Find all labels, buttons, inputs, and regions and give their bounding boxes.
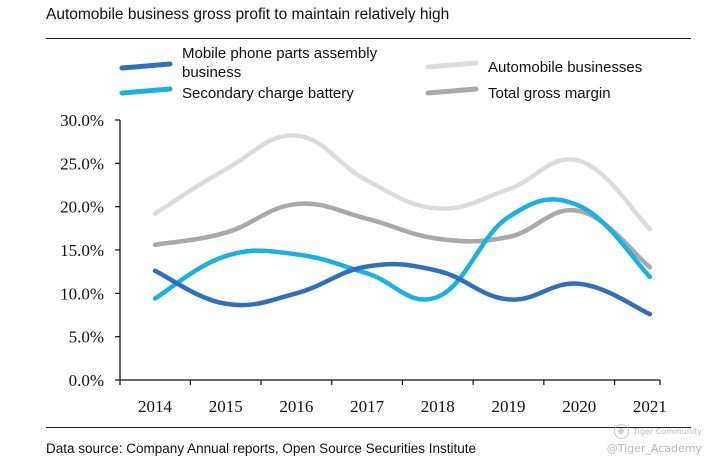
- tiger-logo-icon: [614, 424, 629, 439]
- legend-swatch-total-gross-margin: [425, 86, 479, 96]
- legend: Mobile phone parts assembly business Secon…: [119, 45, 642, 102]
- series-line-automobile-businesses: [152, 133, 653, 232]
- x-tick-label: 2019: [492, 397, 526, 416]
- x-tick-label: 2015: [209, 397, 243, 416]
- legend-label-automobile-businesses: Automobile businesses: [488, 59, 642, 76]
- x-tick-label: 2018: [421, 397, 455, 416]
- watermark-handle: @Tiger_Academy: [606, 442, 702, 455]
- legend-swatch-automobile-businesses: [425, 60, 479, 70]
- legend-label-mobile-phone-parts-assembly-business: business: [182, 64, 241, 81]
- x-tick-label: 2014: [138, 397, 173, 416]
- footer-divider: [46, 427, 691, 428]
- chart-title: Automobile business gross profit to main…: [46, 6, 450, 23]
- legend-label-secondary-charge-battery: Secondary charge battery: [182, 85, 354, 102]
- legend-swatch-secondary-charge-battery: [119, 86, 173, 96]
- watermark: Tiger Community @Tiger_Academy: [607, 424, 702, 455]
- x-tick-label: 2016: [279, 397, 313, 416]
- series-line-mobile-phone-parts-assembly-business: [152, 261, 653, 317]
- axes: 0.0% 5.0% 10.0% 15.0% 20.0% 25.0% 30.0% 2014 201…: [60, 111, 667, 416]
- x-tick-label: 2017: [350, 397, 385, 416]
- y-tick-label: 10.0%: [60, 284, 104, 303]
- series-lines: [152, 133, 653, 317]
- series-line-total-gross-margin: [152, 201, 653, 270]
- series-line-secondary-charge-battery: [152, 197, 653, 302]
- y-tick-label: 25.0%: [60, 154, 104, 173]
- y-tick-label: 15.0%: [60, 241, 104, 260]
- x-tick-label: 2021: [633, 397, 667, 416]
- watermark-brand: Tiger Community: [633, 427, 702, 436]
- watermark-logo: Tiger Community: [607, 424, 702, 439]
- line-chart: Mobile phone parts assembly business Secon…: [60, 45, 667, 416]
- x-tick-label: 2020: [562, 397, 596, 416]
- y-tick-label: 0.0%: [69, 371, 104, 390]
- data-source-note: Data source: Company Annual reports, Ope…: [46, 441, 476, 456]
- legend-swatch-mobile-phone-parts-assembly-business: [119, 61, 173, 71]
- legend-label-total-gross-margin: Total gross margin: [488, 85, 611, 102]
- y-tick-label: 20.0%: [60, 198, 104, 217]
- y-tick-label: 5.0%: [69, 328, 104, 347]
- y-tick-label: 30.0%: [60, 111, 104, 130]
- legend-label-mobile-phone-parts-assembly-business: Mobile phone parts assembly: [182, 45, 378, 62]
- title-divider: [46, 38, 691, 39]
